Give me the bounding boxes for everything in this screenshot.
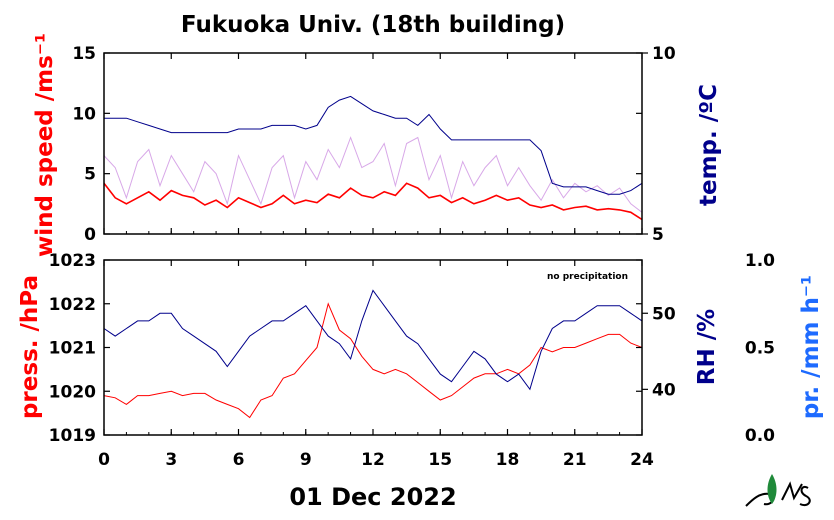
right-tick-label: 50 (652, 304, 676, 324)
bottom-x-ticks: 0 3 6 9 12 15 18 21 24 (98, 260, 654, 470)
left-tick-label: 1019 (49, 426, 96, 446)
top-plot-frame (103, 52, 643, 235)
series-line-1-1 (103, 289, 643, 391)
series-line-1-0 (103, 302, 643, 419)
top-left-axis: 0 5 10 15 (72, 44, 642, 245)
pressure-axis-label: press. /hPa (17, 275, 43, 419)
wind-speed-axis-label: wind speed /ms⁻¹ (32, 33, 58, 257)
series-line-0-1 (103, 136, 643, 213)
x-tick-label: 6 (233, 450, 245, 470)
x-tick-label: 21 (563, 450, 587, 470)
x-tick-label: 24 (630, 450, 654, 470)
precipitation-tick-label: 0.5 (745, 339, 775, 359)
bottom-right-axis: 40 50 (642, 304, 676, 400)
pressure-rh-panel: 1019 1020 1021 1022 1023 40 50 0.0 0.5 1.0 0 3 6 9… (17, 251, 824, 470)
right-tick-label: 5 (652, 225, 664, 245)
x-tick-label: 9 (300, 450, 312, 470)
precipitation-tick-label: 1.0 (745, 251, 775, 271)
date-x-label: 01 Dec 2022 (289, 483, 456, 511)
institute-logo (745, 474, 811, 507)
rh-axis-label: RH /% (694, 309, 720, 385)
top-right-axis: 5 10 (642, 44, 676, 245)
x-tick-label: 0 (98, 450, 110, 470)
x-tick-label: 15 (428, 450, 452, 470)
left-tick-label: 15 (72, 44, 96, 64)
left-tick-label: 1021 (49, 339, 96, 359)
precipitation-axis-label: pr. /mm h⁻¹ (798, 275, 824, 419)
right-tick-label: 40 (652, 380, 676, 400)
top-series-group (103, 95, 643, 221)
left-tick-label: 1022 (49, 295, 96, 315)
left-tick-label: 5 (84, 165, 96, 185)
chart-title: Fukuoka Univ. (18th building) (181, 12, 565, 38)
top-x-ticks (103, 53, 643, 234)
bottom-series-group (103, 289, 643, 419)
series-line-0-2 (104, 95, 643, 195)
no-precipitation-note: no precipitation (547, 272, 628, 282)
wind-temp-panel: 0 5 10 15 5 10 wind speed /ms⁻¹ temp. /ºC (32, 33, 722, 257)
precipitation-tick-label: 0.0 (745, 426, 775, 446)
x-tick-label: 18 (496, 450, 520, 470)
x-tick-label: 12 (361, 450, 385, 470)
left-tick-label: 1020 (49, 382, 96, 402)
x-tick-label: 3 (165, 450, 177, 470)
left-tick-label: 10 (72, 104, 96, 124)
bottom-left-axis: 1019 1020 1021 1022 1023 (49, 251, 642, 446)
left-tick-label: 0 (84, 225, 96, 245)
left-tick-label: 1023 (49, 251, 96, 271)
right-tick-label: 10 (652, 44, 676, 64)
precipitation-axis: 0.0 0.5 1.0 (745, 251, 775, 446)
bottom-plot-frame (103, 259, 643, 436)
temperature-axis-label: temp. /ºC (696, 84, 722, 206)
series-line-0-0 (103, 182, 643, 221)
